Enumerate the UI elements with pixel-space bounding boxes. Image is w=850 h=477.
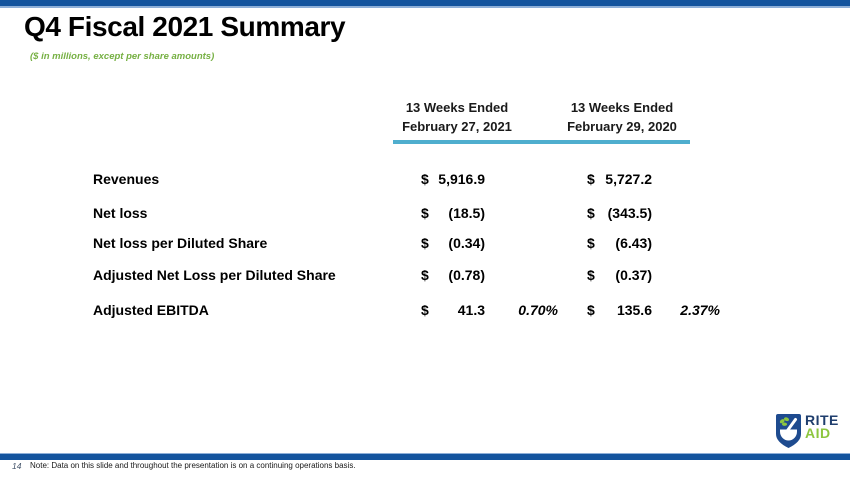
table-row-adjusted-net-loss-per-diluted-share: Adjusted Net Loss per Diluted Share $ (0… [0, 267, 850, 286]
value-2020: (6.43) [615, 235, 652, 251]
table-row-revenues: Revenues $ 5,916.9 $ 5,727.2 [0, 171, 850, 190]
logo-rite-text: RITE [805, 412, 839, 428]
currency-symbol: $ [421, 171, 429, 187]
row-label: Revenues [93, 171, 160, 187]
value-2020: (0.37) [615, 267, 652, 283]
pct-2021: 0.70% [518, 302, 558, 318]
currency-symbol: $ [587, 302, 595, 318]
currency-symbol: $ [421, 267, 429, 283]
currency-symbol: $ [587, 205, 595, 221]
top-accent-bar [0, 0, 850, 8]
value-2021: (0.78) [448, 267, 485, 283]
column-header-2021: 13 Weeks Ended February 27, 2021 [372, 98, 542, 136]
logo-aid-text: AID [805, 425, 831, 441]
currency-symbol: $ [421, 205, 429, 221]
column-header-line2: February 27, 2021 [402, 119, 512, 134]
column-header-line1: 13 Weeks Ended [405, 100, 509, 115]
value-2020: 135.6 [616, 302, 652, 318]
column-header-2020: 13 Weeks Ended February 29, 2020 [537, 98, 707, 136]
column-header-line2: February 29, 2020 [567, 119, 677, 134]
value-2021: (18.5) [448, 205, 485, 221]
column-header-line1: 13 Weeks Ended [570, 100, 674, 115]
slide-subtitle: ($ in millions, except per share amounts… [30, 51, 215, 62]
bottom-accent-bar [0, 453, 850, 460]
value-2021: (0.34) [448, 235, 485, 251]
row-label: Adjusted Net Loss per Diluted Share [93, 267, 336, 283]
currency-symbol: $ [421, 235, 429, 251]
value-2021: 41.3 [457, 302, 485, 318]
currency-symbol: $ [587, 235, 595, 251]
row-label: Adjusted EBITDA [93, 302, 209, 318]
riteaid-logo: RITE AID [774, 412, 840, 450]
pct-2020: 2.37% [680, 302, 720, 318]
row-label: Net loss per Diluted Share [93, 235, 268, 251]
value-2020: (343.5) [607, 205, 652, 221]
value-2021: 5,916.9 [438, 171, 485, 187]
currency-symbol: $ [421, 302, 429, 318]
table-row-net-loss-per-diluted-share: Net loss per Diluted Share $ (0.34) $ (6… [0, 235, 850, 254]
currency-symbol: $ [587, 171, 595, 187]
slide-footnote: Note: Data on this slide and throughout … [30, 461, 356, 470]
header-underline-rule [393, 140, 690, 144]
currency-symbol: $ [587, 267, 595, 283]
slide-page-number: 14 [12, 461, 22, 471]
riteaid-logo-text: RITE AID [805, 412, 839, 441]
value-2020: 5,727.2 [605, 171, 652, 187]
slide-title: Q4 Fiscal 2021 Summary [24, 11, 346, 42]
table-row-net-loss: Net loss $ (18.5) $ (343.5) [0, 205, 850, 224]
table-row-adjusted-ebitda: Adjusted EBITDA $ 41.3 0.70% $ 135.6 2.3… [0, 302, 850, 321]
mortar-pestle-shield-icon [774, 412, 840, 450]
row-label: Net loss [93, 205, 148, 221]
